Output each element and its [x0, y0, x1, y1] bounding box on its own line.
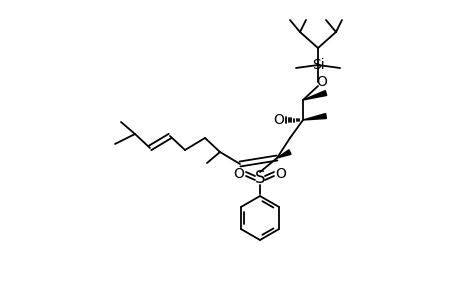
Text: Si: Si: [311, 58, 324, 72]
Text: O: O: [233, 167, 244, 181]
Text: O: O: [273, 113, 284, 127]
Polygon shape: [302, 91, 326, 100]
Text: O: O: [275, 167, 286, 181]
Polygon shape: [302, 113, 326, 120]
Polygon shape: [276, 150, 291, 158]
Text: O: O: [316, 75, 327, 89]
Text: S: S: [254, 169, 265, 187]
